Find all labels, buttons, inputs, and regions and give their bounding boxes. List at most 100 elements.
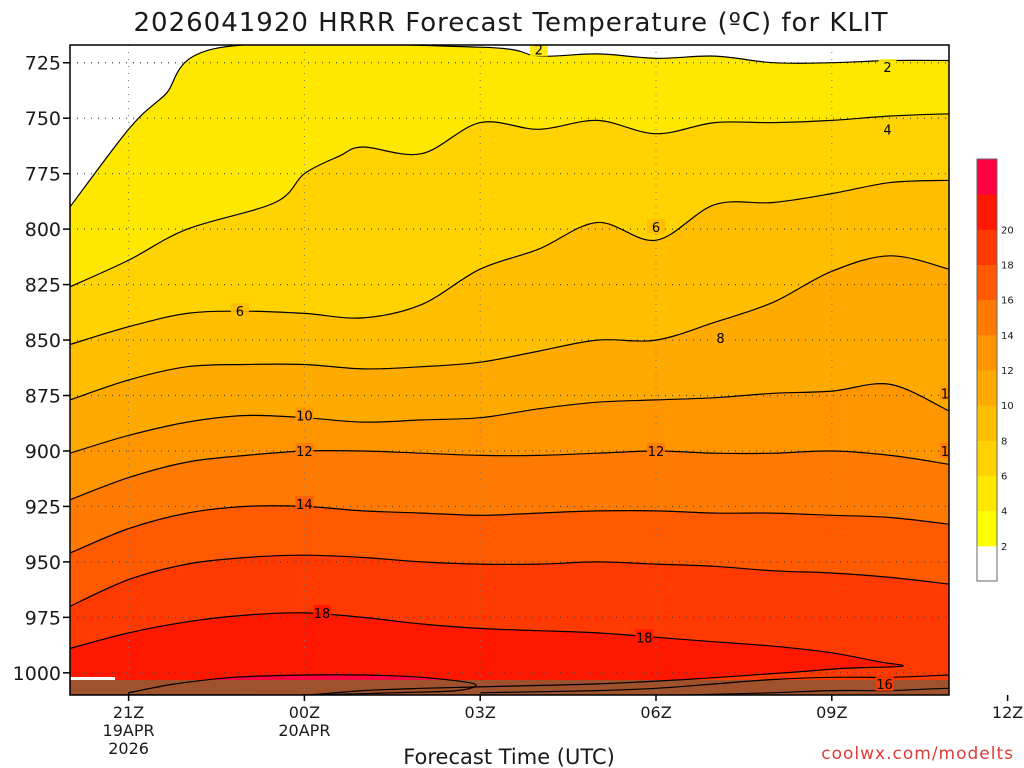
x-axis-label: Forecast Time (UTC) [403,745,615,768]
contour-label-bg [230,303,249,319]
x-tick-label-09Z: 09Z [816,703,847,722]
contour-label-4: 4 [883,123,891,138]
contour-lines [70,45,949,695]
x-tick-label-00Z: 00Z [289,703,320,722]
contour-label-bg [295,442,314,458]
y-tick-label-775: 775 [25,164,61,186]
contour-label-18: 18 [314,607,331,622]
colorbar: 2 4 6 8 10 12 14 16 18 20 [976,158,1014,582]
contour-label-bg [878,59,897,75]
colorbar-label-14: 14 [1001,331,1014,342]
credit-text: coolwx.com/modelts [821,744,1014,764]
colorbar-segment-7 [977,299,997,336]
contour-line-10 [70,383,949,454]
ground-edge [70,677,115,680]
contour-fills [70,45,949,695]
contour-label-bg [940,385,949,401]
contour-label-6: 6 [652,221,660,236]
colorbar-label-10: 10 [1001,401,1014,412]
x-tick-label-19APR: 19APR [103,721,155,740]
contour-label-6: 6 [236,305,244,320]
y-axis: 725 750 775 800 825 850 875 900 925 950 975 1000 [13,53,70,685]
y-tick-label-1000: 1000 [13,663,61,685]
colorbar-frame [976,158,998,582]
x-tick-label-12Z: 12Z [992,703,1023,722]
y-tick-label-725: 725 [25,53,61,75]
contour-line-16 [70,554,949,607]
y-tick-label-900: 900 [25,441,61,463]
contour-label-bg [940,442,949,458]
contour-label-bg [711,329,730,345]
y-tick-label-800: 800 [25,219,61,241]
contour-label-bg [878,121,897,137]
contour-label-bg [647,218,665,234]
contour-line-20 [128,674,477,695]
contour-line-18 [70,612,904,695]
colorbar-label-8: 8 [1001,436,1007,447]
y-tick-label-850: 850 [25,330,61,352]
y-tick-label-750: 750 [25,108,61,130]
contour-label-bg [529,45,548,57]
colorbar-segment-2 [977,475,997,512]
colorbar-label-20: 20 [1001,225,1014,236]
y-tick-label-875: 875 [25,386,61,408]
contour-label-10: 10 [296,409,313,424]
x-tick-label-06Z: 06Z [640,703,671,722]
colorbar-segment-11 [977,159,997,195]
colorbar-label-2: 2 [1001,542,1007,553]
contour-line-14 [70,505,949,554]
colorbar-segment-8 [977,264,997,301]
colorbar-segment-3 [977,440,997,476]
contour-label-bg [647,442,665,458]
x-tick-label-03Z: 03Z [465,703,496,722]
colorbar-segment-9 [977,229,997,265]
contour-label-2: 2 [535,43,543,58]
contour-label-8: 8 [716,332,724,347]
x-tick-label-21Z: 21Z [113,703,144,722]
contour-label-2: 2 [883,61,891,76]
y-tick-label-925: 925 [25,496,61,518]
colorbar-segment-5 [977,370,997,406]
contour-label-bg [875,675,894,691]
contour-label-18: 18 [636,631,653,646]
contour-label-bg [312,604,331,620]
plot-frame [69,44,950,696]
contour-line-8 [70,255,949,401]
colorbar-label-18: 18 [1001,261,1014,272]
contour-line-12 [70,449,949,501]
contour-label-12: 12 [648,445,665,460]
colorbar-segment-10 [977,194,997,230]
plot-area: 22466810101212121418181614 [70,43,958,695]
fill-region-18 [70,612,904,695]
contour-label-14: 14 [296,498,313,513]
contour-label-10: 10 [941,387,958,402]
ground-strip [70,680,949,695]
colorbar-label-12: 12 [1001,366,1014,377]
chart-title: 2026041920 HRRR Forecast Temperature (ºC… [134,8,889,38]
colorbar-segment-1 [977,510,997,547]
contour-label-12: 12 [941,445,958,460]
contour-line-4 [70,113,949,288]
y-tick-label-975: 975 [25,607,61,629]
contour-label-12: 12 [296,445,313,460]
y-tick-label-950: 950 [25,552,61,574]
x-tick-label-2026: 2026 [108,739,149,758]
contour-label-bg [295,407,314,423]
contour-label-16: 16 [876,678,893,693]
ground-layer [70,677,949,695]
contour-label-bg [635,629,654,645]
contour-labels: 22466810101212121418181614 [230,43,958,693]
contour-label-bg [295,496,314,512]
contour-line-6 [70,179,949,346]
colorbar-label-6: 6 [1001,472,1007,483]
contour-line-14 [685,687,949,695]
x-tick-label-20APR: 20APR [278,721,330,740]
colorbar-segment-6 [977,334,997,371]
colorbar-label-4: 4 [1001,507,1007,518]
colorbar-segment-0 [977,545,997,582]
colorbar-segment-4 [977,405,997,441]
colorbar-label-16: 16 [1001,296,1014,307]
y-tick-label-825: 825 [25,275,61,297]
